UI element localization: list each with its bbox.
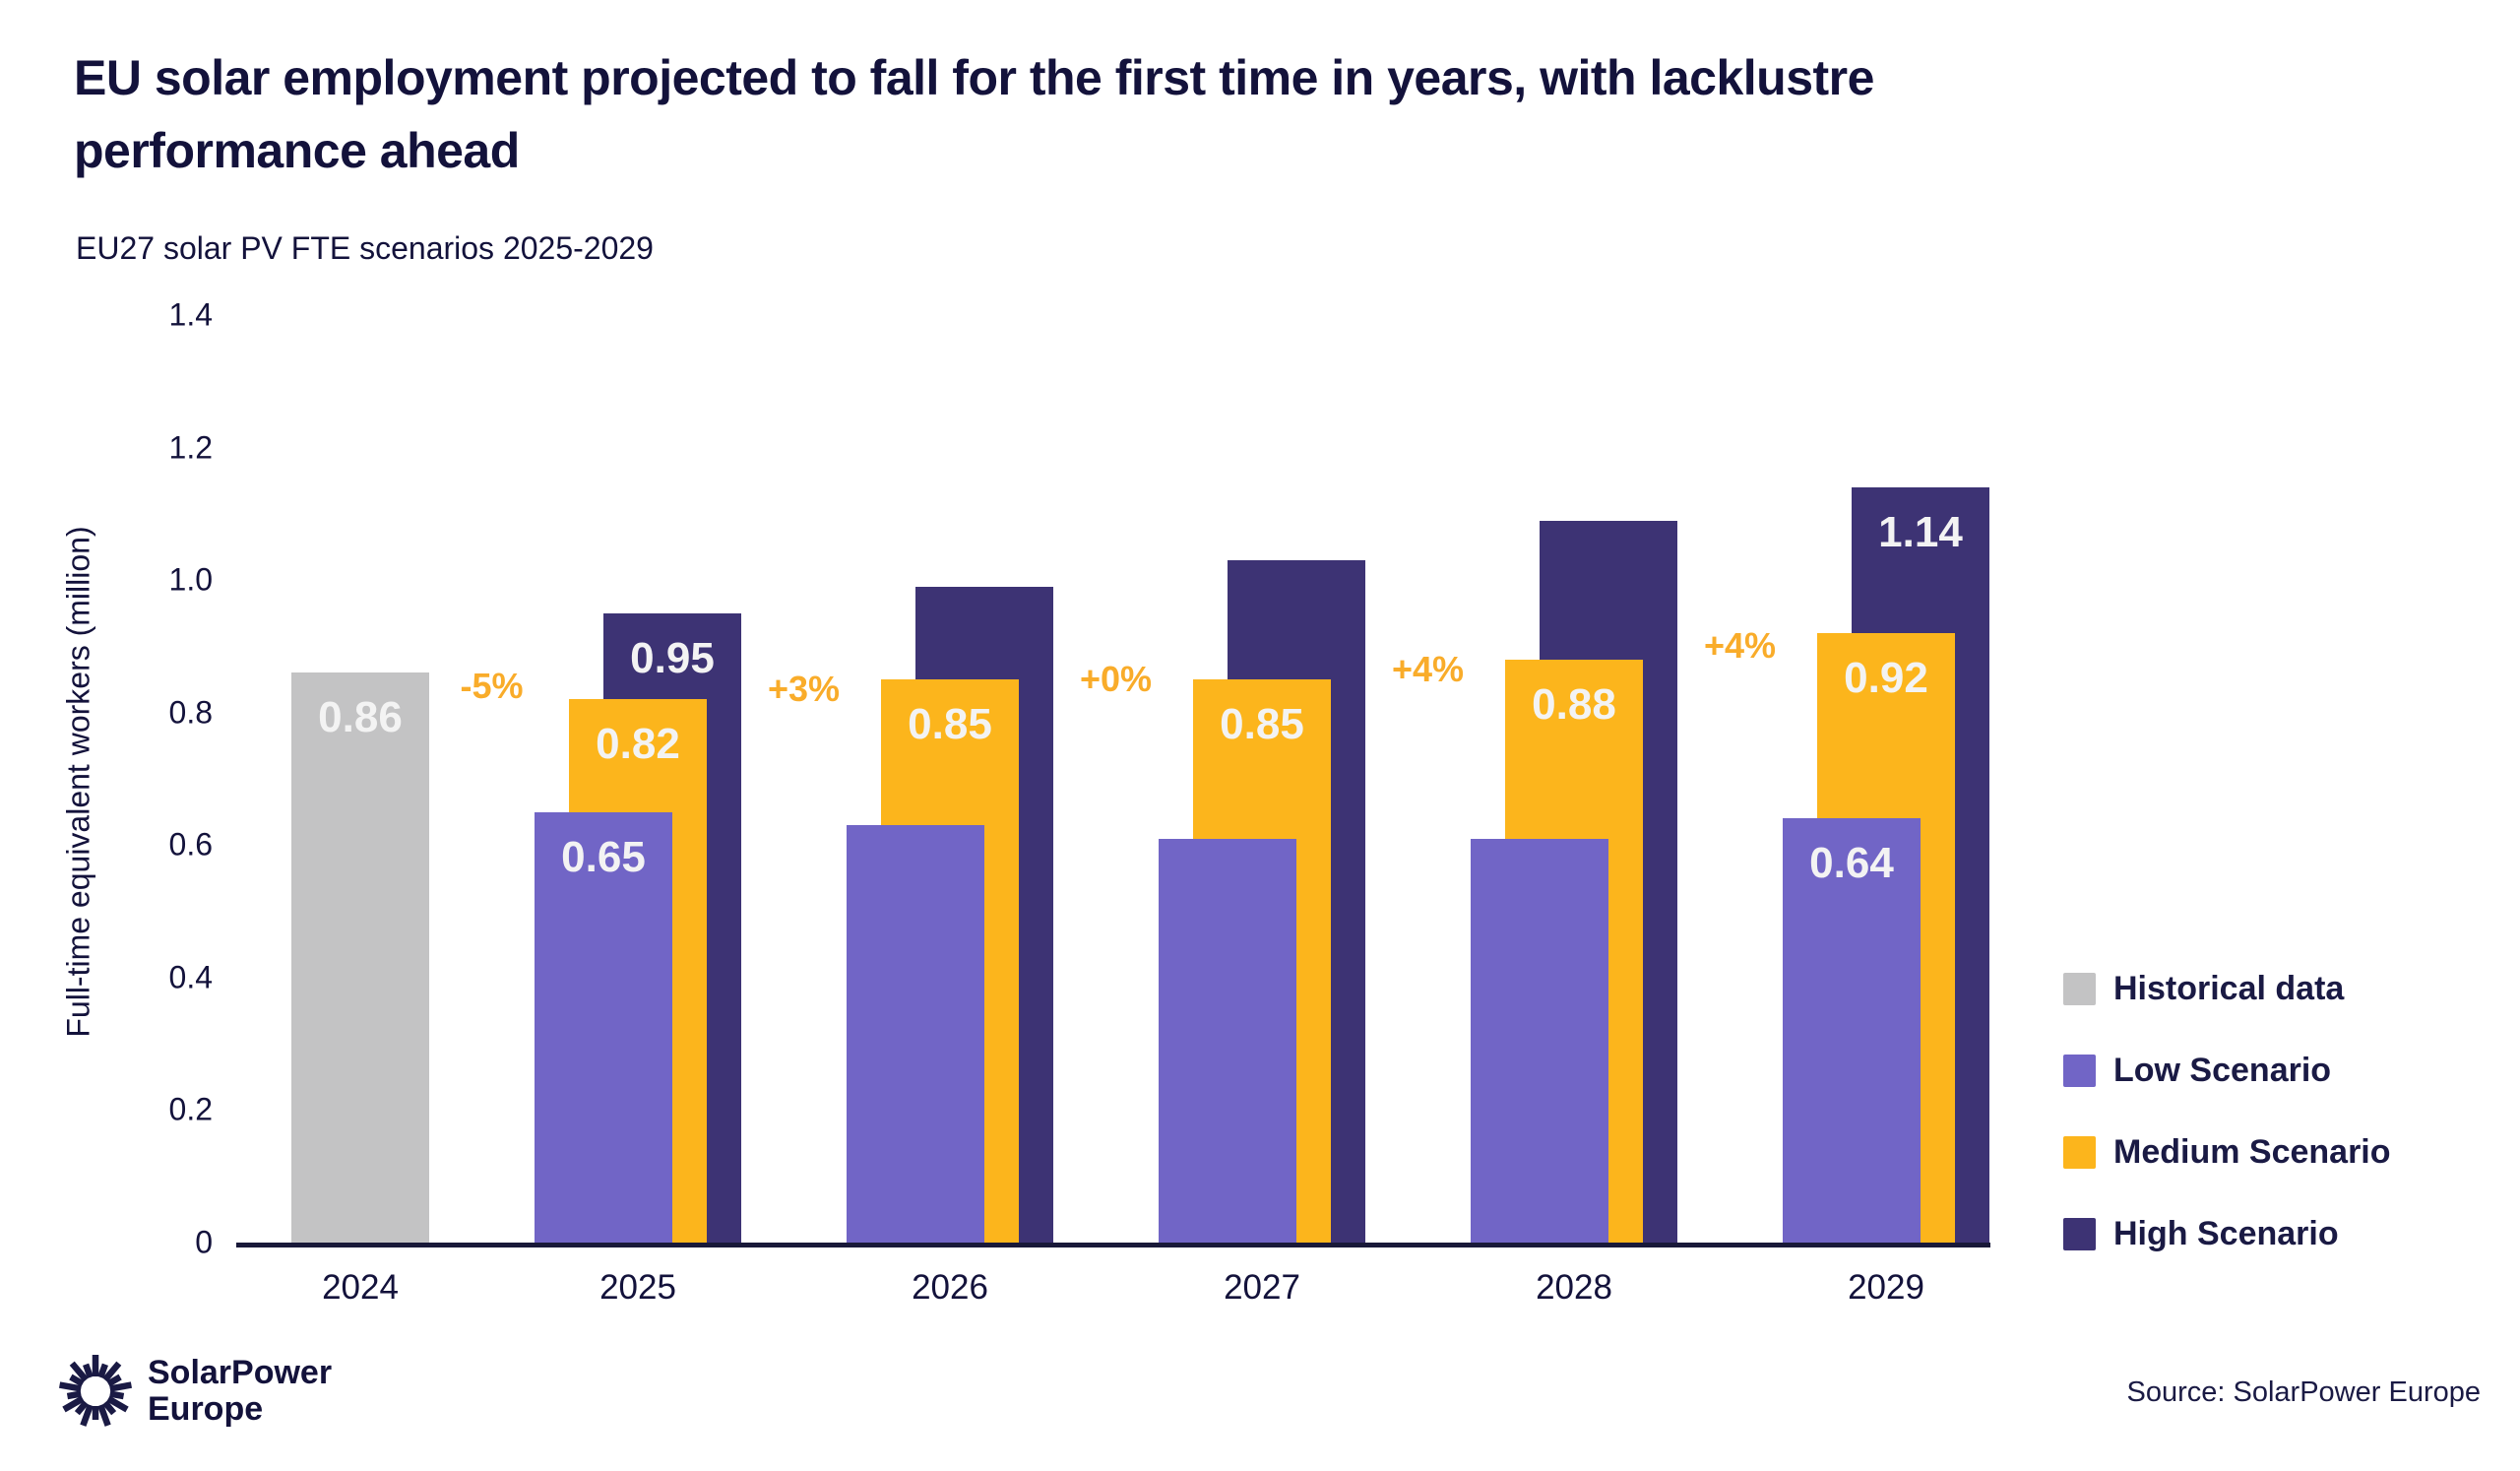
bar-low-scenario-2028 (1471, 838, 1608, 1243)
sun-ray (97, 1403, 111, 1427)
bar-low-scenario-2027 (1159, 838, 1296, 1243)
bar-value-label-2025-medium-scenario: 0.82 (596, 720, 680, 769)
y-tick-label-0.8: 0.8 (168, 694, 213, 731)
legend-swatch (2063, 973, 2096, 1005)
y-tick-label-1.4: 1.4 (168, 296, 213, 333)
bar-historical-data-2024 (291, 672, 429, 1243)
x-tick-label-2028: 2028 (1536, 1268, 1612, 1307)
pct-change-label-2024-2025: -5% (460, 665, 524, 706)
bar-value-label-2027-medium-scenario: 0.85 (1220, 700, 1304, 749)
sun-ray (109, 1390, 125, 1400)
legend-swatch (2063, 1136, 2096, 1169)
bar-value-label-2025-low-scenario: 0.65 (561, 832, 646, 881)
solarpower-europe-logo: SolarPower Europe (57, 1353, 332, 1430)
logo-text: SolarPower Europe (148, 1355, 332, 1428)
y-tick-label-1.0: 1.0 (168, 561, 213, 598)
bar-value-label-2026-medium-scenario: 0.85 (908, 700, 992, 749)
sun-ray (83, 1363, 94, 1379)
x-tick-label-2027: 2027 (1224, 1268, 1300, 1307)
x-axis-line (236, 1243, 1990, 1247)
sun-ray (62, 1395, 85, 1413)
legend-item-medium-scenario: Medium Scenario (2063, 1133, 2391, 1171)
y-tick-label-0: 0 (195, 1224, 213, 1260)
x-tick-label-2024: 2024 (322, 1268, 399, 1307)
page-title: EU solar employment projected to fall fo… (74, 41, 2220, 187)
y-tick-label-1.2: 1.2 (168, 429, 213, 466)
legend-item-high-scenario: High Scenario (2063, 1215, 2391, 1252)
bar-low-scenario-2025 (535, 811, 672, 1243)
sun-ray (102, 1361, 122, 1382)
chart-subtitle: EU27 solar PV FTE scenarios 2025-2029 (76, 230, 654, 266)
sun-ray (69, 1374, 85, 1387)
x-tick-label-2029: 2029 (1848, 1268, 1924, 1307)
bar-value-label-2029-high-scenario: 1.14 (1878, 507, 1963, 556)
sun-ray (106, 1374, 122, 1387)
y-tick-label-0.6: 0.6 (168, 826, 213, 863)
bar-low-scenario-2029 (1783, 818, 1921, 1243)
y-tick-label-0.4: 0.4 (168, 959, 213, 995)
legend-item-low-scenario: Low Scenario (2063, 1052, 2391, 1089)
legend-label: High Scenario (2113, 1215, 2339, 1252)
bar-value-label-2024-historical-data: 0.86 (318, 693, 403, 742)
pct-change-label-2026-2027: +0% (1079, 659, 1153, 700)
sun-ray (58, 1381, 82, 1392)
y-tick-label-0.2: 0.2 (168, 1091, 213, 1127)
sun-ray (97, 1363, 108, 1379)
sun-ray (69, 1361, 89, 1382)
pct-change-label-2025-2026: +3% (767, 669, 841, 710)
title-line-1: EU solar employment projected to fall fo… (74, 50, 1874, 105)
bar-value-label-2028-medium-scenario: 0.88 (1532, 679, 1616, 729)
legend-label: Medium Scenario (2113, 1133, 2391, 1171)
sun-ray (106, 1395, 129, 1413)
legend-swatch (2063, 1218, 2096, 1250)
pct-change-label-2027-2028: +4% (1391, 648, 1465, 689)
sun-ray (102, 1400, 117, 1416)
legend-swatch (2063, 1055, 2096, 1087)
chart-legend: Historical data Low Scenario Medium Scenar… (2063, 970, 2391, 1252)
logo-line-1: SolarPower (148, 1354, 333, 1391)
sunburst-logo-icon (58, 1355, 133, 1427)
bar-low-scenario-2026 (847, 825, 984, 1243)
source-note: Source: SolarPower Europe (2126, 1376, 2481, 1408)
bar-value-label-2029-low-scenario: 0.64 (1809, 839, 1894, 888)
legend-item-historical-data: Historical data (2063, 970, 2391, 1007)
pct-change-label-2028-2029: +4% (1703, 625, 1777, 667)
sun-ray (66, 1390, 82, 1400)
x-tick-label-2026: 2026 (912, 1268, 988, 1307)
title-line-2: performance ahead (74, 123, 520, 178)
bar-value-label-2025-high-scenario: 0.95 (630, 633, 715, 682)
sun-ray (109, 1381, 133, 1392)
x-tick-label-2025: 2025 (599, 1268, 676, 1307)
bar-value-label-2029-medium-scenario: 0.92 (1844, 653, 1928, 702)
sun-ray (80, 1403, 94, 1427)
logo-line-2: Europe (148, 1390, 264, 1428)
legend-label: Low Scenario (2113, 1052, 2332, 1089)
legend-label: Historical data (2113, 970, 2345, 1007)
sun-ray (74, 1400, 89, 1416)
